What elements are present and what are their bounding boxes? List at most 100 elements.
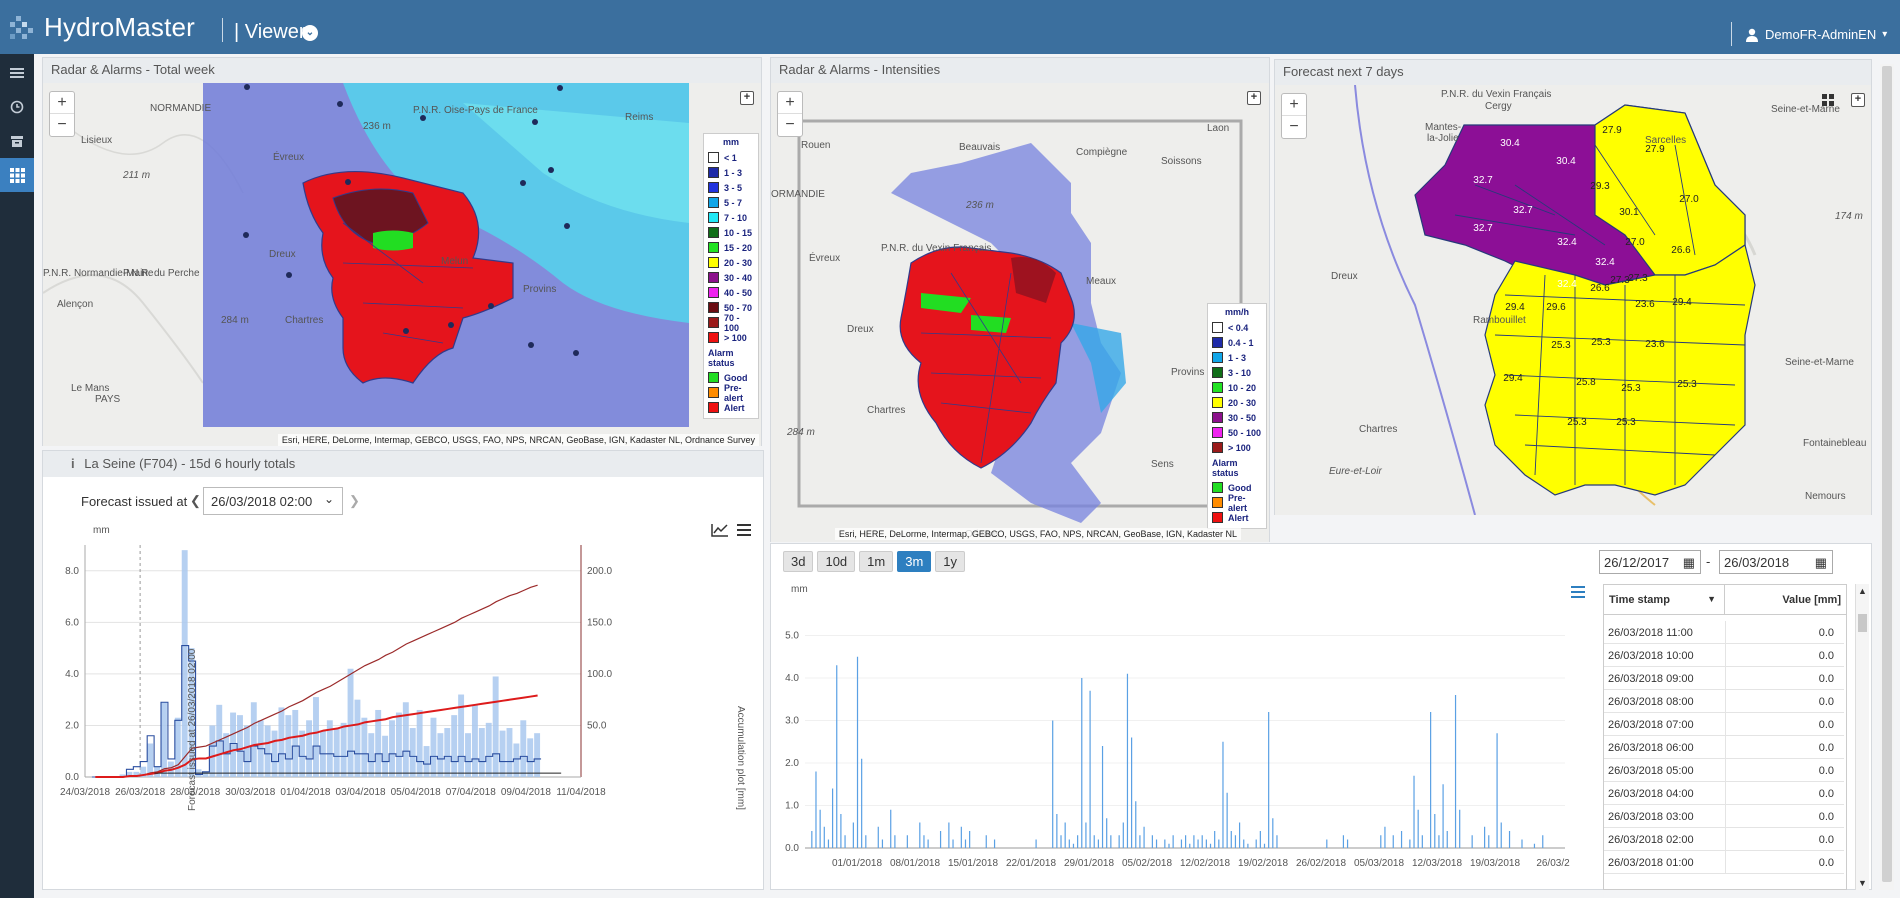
bar[interactable] [1106,818,1108,848]
bar[interactable] [1380,835,1382,848]
zoom-control[interactable]: + − [777,91,803,137]
bar[interactable] [458,694,465,777]
bar[interactable] [1089,690,1091,848]
bar[interactable] [451,715,458,777]
bar[interactable] [919,822,921,849]
bar[interactable] [815,771,817,849]
bar[interactable] [856,656,859,848]
menu-icon[interactable] [1571,586,1585,601]
bar[interactable] [831,788,834,849]
bar[interactable] [1101,746,1104,848]
bar[interactable] [1193,835,1195,848]
chevron-down-icon[interactable]: ⌄ [302,25,318,41]
bar[interactable] [1072,843,1075,848]
bar[interactable] [1430,712,1432,848]
bar[interactable] [292,709,299,777]
range-button-3m[interactable]: 3m [897,551,932,572]
bar[interactable] [140,766,147,777]
zoom-in-button[interactable]: + [50,92,74,114]
bar[interactable] [1247,843,1249,848]
zoom-out-button[interactable]: − [1289,118,1299,135]
date-to-input[interactable]: 26/03/2018 ▦ [1719,550,1833,574]
line-chart-icon[interactable] [711,523,729,540]
bar[interactable] [389,720,395,777]
bar[interactable] [250,702,257,777]
bar[interactable] [881,839,884,849]
bar[interactable] [237,715,243,777]
bar[interactable] [1064,822,1066,849]
bar[interactable] [354,699,361,777]
bar[interactable] [1077,835,1079,848]
chevron-down-icon[interactable]: ▼ [1858,878,1867,888]
bar[interactable] [347,668,354,777]
bar[interactable] [819,809,821,848]
bar[interactable] [333,728,340,777]
range-button-10d[interactable]: 10d [817,551,856,572]
bar[interactable] [1259,831,1261,848]
bar[interactable] [1035,839,1037,849]
bar[interactable] [202,771,209,777]
intensities-map[interactable]: Rouen Beauvais Compiègne Laon Soissons É… [771,83,1269,542]
bar[interactable] [299,730,306,777]
bar[interactable] [852,822,854,849]
bar[interactable] [1172,835,1174,848]
table-row[interactable]: 26/03/2018 10:00 0.0 [1604,644,1844,667]
bar[interactable] [1521,839,1523,849]
next-forecast-button[interactable]: ❯ [349,493,360,508]
map-canvas[interactable]: Lisieux 211 m Évreux Dreux Alençon Chart… [43,83,761,446]
bar[interactable] [1230,831,1232,848]
bar[interactable] [1151,835,1153,848]
calendar-icon[interactable]: ▦ [1682,555,1695,570]
bar[interactable] [1052,720,1054,849]
table-row[interactable]: 26/03/2018 03:00 0.0 [1604,805,1844,828]
expand-icon[interactable]: + [740,91,754,105]
bar[interactable] [952,839,954,849]
bar[interactable] [1122,822,1124,849]
map-canvas[interactable]: Rouen Beauvais Compiègne Laon Soissons É… [771,83,1269,542]
table-row[interactable]: 26/03/2018 07:00 0.0 [1604,713,1844,736]
bar[interactable] [527,738,534,777]
column-header-timestamp[interactable]: Time stamp ▼ [1604,585,1725,615]
bar[interactable] [1180,839,1183,849]
layers-icon[interactable] [1821,93,1835,107]
bar[interactable] [188,648,195,777]
range-button-3d[interactable]: 3d [783,551,814,572]
bar[interactable] [993,839,996,849]
bar[interactable] [181,550,188,777]
seine-chart[interactable]: mm 0.0 2.0 4.0 6.0 8.0 50.0 100.0 150.0 200.0 2… [43,521,763,889]
bar[interactable] [1131,737,1133,849]
bar[interactable] [985,835,987,848]
bar[interactable] [465,733,471,777]
expand-icon[interactable]: + [1247,91,1261,105]
zoom-in-button[interactable]: + [778,92,802,114]
bar[interactable] [1226,792,1228,848]
bar[interactable] [894,835,896,848]
bar[interactable] [1093,835,1095,848]
bar[interactable] [264,725,271,777]
bar[interactable] [1164,839,1166,849]
bar[interactable] [513,743,520,777]
bar[interactable] [827,839,830,849]
zoom-out-button[interactable]: − [785,116,795,133]
bar[interactable] [499,730,506,777]
zoom-in-button[interactable]: + [1282,94,1306,116]
bar[interactable] [927,839,929,849]
bar[interactable] [1155,839,1158,849]
bar[interactable] [126,771,133,777]
bar[interactable] [811,831,813,848]
forecast-map[interactable]: 30.4 30.4 27.9 27.9 32.7 32.7 32.7 29.3 30.1 27.0… [1275,85,1871,515]
dashboard-grid-icon[interactable] [0,158,34,192]
zoom-control[interactable]: + − [49,91,75,137]
bar[interactable] [923,835,925,848]
bar[interactable] [1135,801,1137,848]
bar[interactable] [960,826,962,848]
bar[interactable] [361,717,368,777]
bar[interactable] [278,707,285,777]
bar[interactable] [471,704,478,777]
bar[interactable] [1197,839,1199,849]
range-button-1y[interactable]: 1y [935,551,966,572]
bar[interactable] [1446,831,1448,848]
bar[interactable] [382,735,389,777]
bar[interactable] [1438,835,1440,848]
info-icon[interactable]: i [71,456,75,471]
